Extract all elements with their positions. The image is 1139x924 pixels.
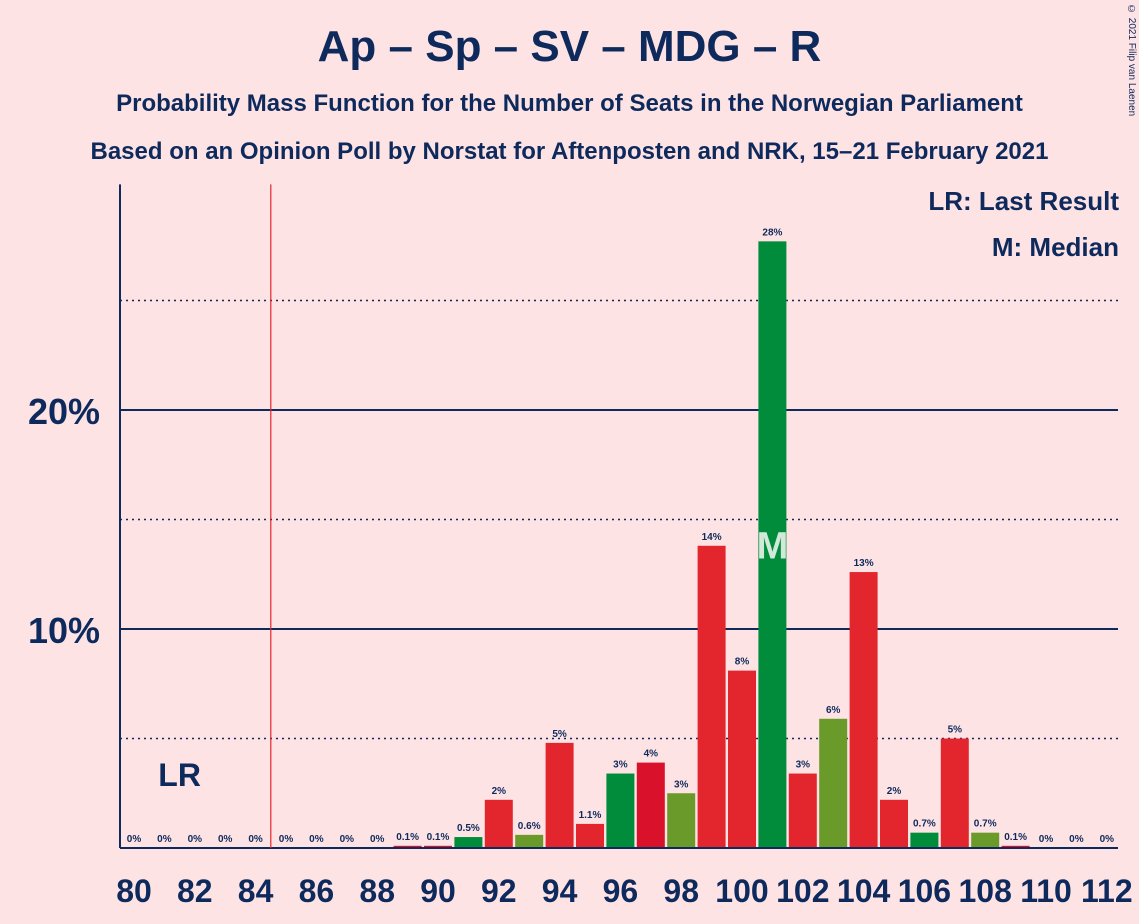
data-label-seat-111: 0% xyxy=(1069,834,1084,845)
data-label-seat-93: 0.6% xyxy=(518,821,541,832)
bar-seat-92 xyxy=(484,799,513,848)
data-label-seat-104: 13% xyxy=(854,558,874,569)
data-label-seat-105: 2% xyxy=(887,786,902,797)
bar-seat-94 xyxy=(545,742,574,848)
data-label-seat-88: 0% xyxy=(370,834,385,845)
x-tick-label: 94 xyxy=(542,873,578,909)
bar-seat-99 xyxy=(697,545,726,848)
bar-seat-108 xyxy=(971,832,1000,848)
x-tick-label: 98 xyxy=(663,873,699,909)
x-tick-label: 106 xyxy=(898,873,951,909)
data-label-seat-108: 0.7% xyxy=(974,819,997,830)
data-label-seat-80: 0% xyxy=(127,834,142,845)
bar-seat-106 xyxy=(910,832,939,848)
y-tick-label: 20% xyxy=(28,391,100,432)
data-label-seat-98: 3% xyxy=(674,779,689,790)
x-tick-label: 104 xyxy=(837,873,891,909)
y-tick-label: 10% xyxy=(28,610,100,651)
x-tick-label: 112 xyxy=(1081,873,1133,909)
data-label-seat-94: 5% xyxy=(552,729,567,740)
x-tick-label: 82 xyxy=(177,873,213,909)
median-marker: M xyxy=(757,526,789,568)
bar-seat-100 xyxy=(728,670,756,848)
axes: 10% 20% 80 82 84 86 88 90 92 94 96 98 100 102 104 106 10… xyxy=(28,184,1133,909)
bar-seat-98 xyxy=(667,793,696,848)
data-label-seat-87: 0% xyxy=(340,834,355,845)
data-label-seat-99: 14% xyxy=(702,532,722,543)
data-label-seat-112: 0% xyxy=(1100,834,1115,845)
data-label-seat-109: 0.1% xyxy=(1004,832,1027,843)
copyright-notice: © 2021 Filip van Laenen xyxy=(1126,4,1137,117)
x-tick-label: 86 xyxy=(299,873,335,909)
x-tick-label: 100 xyxy=(715,873,768,909)
bar-seat-101 xyxy=(758,241,787,848)
data-label-seat-101: 28% xyxy=(762,227,782,238)
x-tick-label: 110 xyxy=(1020,873,1072,909)
x-tick-label: 90 xyxy=(420,873,456,909)
chart-subtitle-1: Probability Mass Function for the Number… xyxy=(116,90,1023,117)
x-tick-label: 80 xyxy=(116,873,152,909)
data-label-seat-92: 2% xyxy=(492,786,507,797)
bars xyxy=(393,241,1030,848)
data-label-seat-100: 8% xyxy=(735,657,750,668)
x-tick-label: 84 xyxy=(238,873,274,909)
data-label-seat-102: 3% xyxy=(796,760,811,771)
data-label-seat-90: 0.1% xyxy=(427,832,450,843)
chart-title: Ap – Sp – SV – MDG – R xyxy=(317,22,822,71)
data-label-seat-107: 5% xyxy=(948,725,963,736)
bar-seat-90 xyxy=(424,845,452,848)
bar-seat-95 xyxy=(576,823,604,848)
data-label-seat-82: 0% xyxy=(188,834,203,845)
data-label-seat-84: 0% xyxy=(248,834,263,845)
bar-seat-104 xyxy=(849,572,878,848)
chart-subtitle-2: Based on an Opinion Poll by Norstat for … xyxy=(90,138,1049,165)
bar-seat-89 xyxy=(393,845,422,848)
bar-seat-102 xyxy=(788,773,817,848)
data-label-seat-96: 3% xyxy=(613,760,628,771)
data-label-seat-81: 0% xyxy=(157,834,172,845)
data-label-seat-85: 0% xyxy=(279,834,294,845)
data-label-seat-103: 6% xyxy=(826,705,841,716)
x-tick-label: 96 xyxy=(603,873,639,909)
bar-seat-109 xyxy=(1001,845,1030,848)
bar-seat-91 xyxy=(454,837,483,848)
markers: M LR xyxy=(158,184,788,848)
data-label-seat-86: 0% xyxy=(309,834,324,845)
data-label-seat-83: 0% xyxy=(218,834,233,845)
bar-seat-97 xyxy=(636,762,665,848)
bar-seat-107 xyxy=(940,738,969,848)
bar-seat-103 xyxy=(819,718,848,848)
x-tick-label: 88 xyxy=(359,873,395,909)
data-labels: 0% 0% 0% 0% 0% 0% 0% 0% 0% 0.1% 0.1% 0.5% 2% 0.6% 5% 1.… xyxy=(127,227,1114,845)
x-tick-label: 102 xyxy=(776,873,829,909)
bar-seat-93 xyxy=(515,834,544,848)
data-label-seat-97: 4% xyxy=(644,749,659,760)
data-label-seat-89: 0.1% xyxy=(396,832,419,843)
x-tick-label: 108 xyxy=(959,873,1012,909)
legend-last-result: LR: Last Result xyxy=(928,186,1119,216)
x-tick-label: 92 xyxy=(481,873,517,909)
grid-lines xyxy=(120,299,1118,740)
bar-seat-96 xyxy=(606,773,635,848)
bar-seat-105 xyxy=(880,799,908,848)
data-label-seat-91: 0.5% xyxy=(457,823,480,834)
data-label-seat-110: 0% xyxy=(1039,834,1054,845)
data-label-seat-95: 1.1% xyxy=(579,810,602,821)
last-result-marker: LR xyxy=(158,757,201,793)
data-label-seat-106: 0.7% xyxy=(913,819,936,830)
legend-median: M: Median xyxy=(991,232,1119,262)
